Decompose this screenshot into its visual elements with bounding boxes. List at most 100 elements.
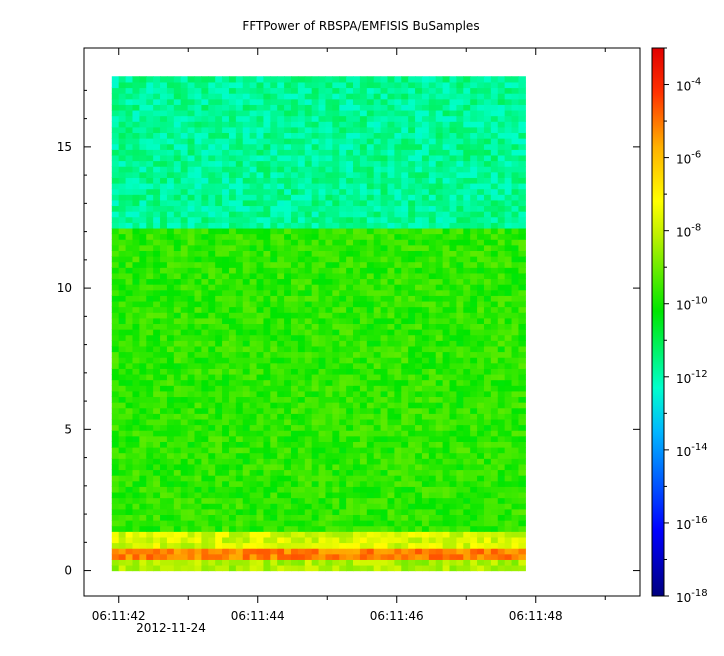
spectrogram-cell [353, 149, 361, 156]
spectrogram-cell [139, 188, 147, 195]
spectrogram-cell [263, 306, 271, 313]
spectrogram-cell [263, 441, 271, 448]
spectrogram-cell [442, 525, 451, 532]
spectrogram-cell [497, 222, 506, 229]
spectrogram-cell [173, 441, 182, 448]
spectrogram-cell [366, 115, 375, 122]
spectrogram-cell [228, 475, 237, 482]
spectrogram-cell [449, 559, 457, 566]
spectrogram-cell [208, 104, 216, 111]
spectrogram-cell [173, 278, 182, 285]
spectrogram-cell [111, 542, 120, 549]
spectrogram-cell [160, 340, 168, 347]
spectrogram-cell [456, 548, 464, 555]
spectrogram-cell [318, 199, 327, 207]
spectrogram-cell [339, 244, 347, 251]
spectrogram-cell [297, 199, 306, 207]
spectrogram-cell [346, 278, 354, 285]
spectrogram-cell [463, 413, 471, 420]
spectrogram-cell [228, 143, 237, 150]
spectrogram-cell [470, 413, 478, 420]
spectrogram-cell [339, 559, 347, 566]
spectrogram-cell [346, 132, 354, 139]
spectrogram-cell [408, 368, 416, 375]
spectrogram-cell [304, 306, 313, 313]
spectrogram-cell [463, 317, 471, 325]
spectrogram-cell [415, 491, 423, 499]
spectrogram-cell [228, 503, 237, 510]
spectrogram-cell [504, 340, 513, 347]
spectrogram-cell [235, 182, 244, 190]
spectrogram-cell [387, 132, 395, 139]
spectrogram-cell [456, 267, 464, 274]
spectrogram-cell [160, 211, 168, 218]
spectrogram-cell [353, 525, 361, 532]
spectrogram-cell [153, 109, 161, 117]
spectrogram-cell [497, 553, 506, 560]
spectrogram-cell [222, 239, 230, 246]
spectrogram-cell [346, 435, 354, 442]
spectrogram-cell [111, 317, 120, 325]
spectrogram-cell [311, 542, 320, 549]
spectrogram-cell [277, 284, 285, 291]
spectrogram-cell [408, 542, 416, 549]
spectrogram-cell [518, 379, 526, 386]
spectrogram-cell [249, 441, 258, 448]
spectrogram-cell [304, 385, 313, 392]
spectrogram-cell [380, 497, 389, 504]
spectrogram-cell [118, 244, 127, 251]
spectrogram-cell [353, 340, 361, 347]
spectrogram-cell [504, 199, 513, 207]
spectrogram-cell [394, 373, 402, 381]
spectrogram-cell [490, 368, 499, 375]
spectrogram-cell [160, 278, 168, 285]
spectrogram-cell [359, 345, 368, 353]
spectrogram-cell [118, 542, 127, 549]
spectrogram-cell [277, 329, 285, 336]
spectrogram-cell [504, 149, 513, 156]
spectrogram-cell [415, 272, 423, 280]
spectrogram-cell [483, 272, 492, 280]
spectrogram-cell [477, 138, 485, 145]
spectrogram-cell [442, 295, 451, 302]
spectrogram-cell [490, 138, 499, 145]
spectrogram-cell [366, 306, 375, 313]
spectrogram-cell [270, 138, 278, 145]
spectrogram-cell [249, 469, 258, 476]
spectrogram-cell [304, 351, 313, 358]
spectrogram-cell [139, 239, 147, 246]
spectrogram-cell [290, 520, 299, 527]
spectrogram-cell [304, 177, 313, 184]
spectrogram-cell [518, 525, 526, 532]
spectrogram-cell [222, 452, 230, 459]
spectrogram-cell [228, 497, 237, 504]
spectrogram-cell [408, 149, 416, 156]
spectrogram-cell [394, 115, 402, 122]
spectrogram-cell [311, 430, 320, 437]
spectrogram-cell [256, 261, 265, 268]
spectrogram-cell [421, 284, 430, 291]
spectrogram-cell [187, 548, 196, 555]
spectrogram-cell [284, 525, 292, 532]
spectrogram-cell [249, 531, 258, 538]
spectrogram-cell [477, 132, 485, 139]
spectrogram-cell [235, 424, 244, 431]
spectrogram-cell [415, 160, 423, 167]
spectrogram-cell [366, 463, 375, 471]
spectrogram-cell [166, 385, 175, 392]
spectrogram-cell [277, 317, 285, 325]
spectrogram-cell [387, 138, 395, 145]
spectrogram-cell [201, 227, 209, 235]
spectrogram-cell [270, 216, 278, 223]
spectrogram-cell [421, 373, 430, 381]
spectrogram-cell [222, 486, 230, 493]
spectrogram-cell [339, 216, 347, 223]
spectrogram-cell [215, 182, 223, 190]
spectrogram-cell [284, 295, 292, 302]
spectrogram-cell [359, 227, 368, 235]
spectrogram-cell [318, 256, 327, 263]
spectrogram-cell [290, 475, 299, 482]
spectrogram-cell [270, 295, 278, 302]
spectrogram-cell [490, 205, 499, 212]
spectrogram-cell [408, 559, 416, 566]
